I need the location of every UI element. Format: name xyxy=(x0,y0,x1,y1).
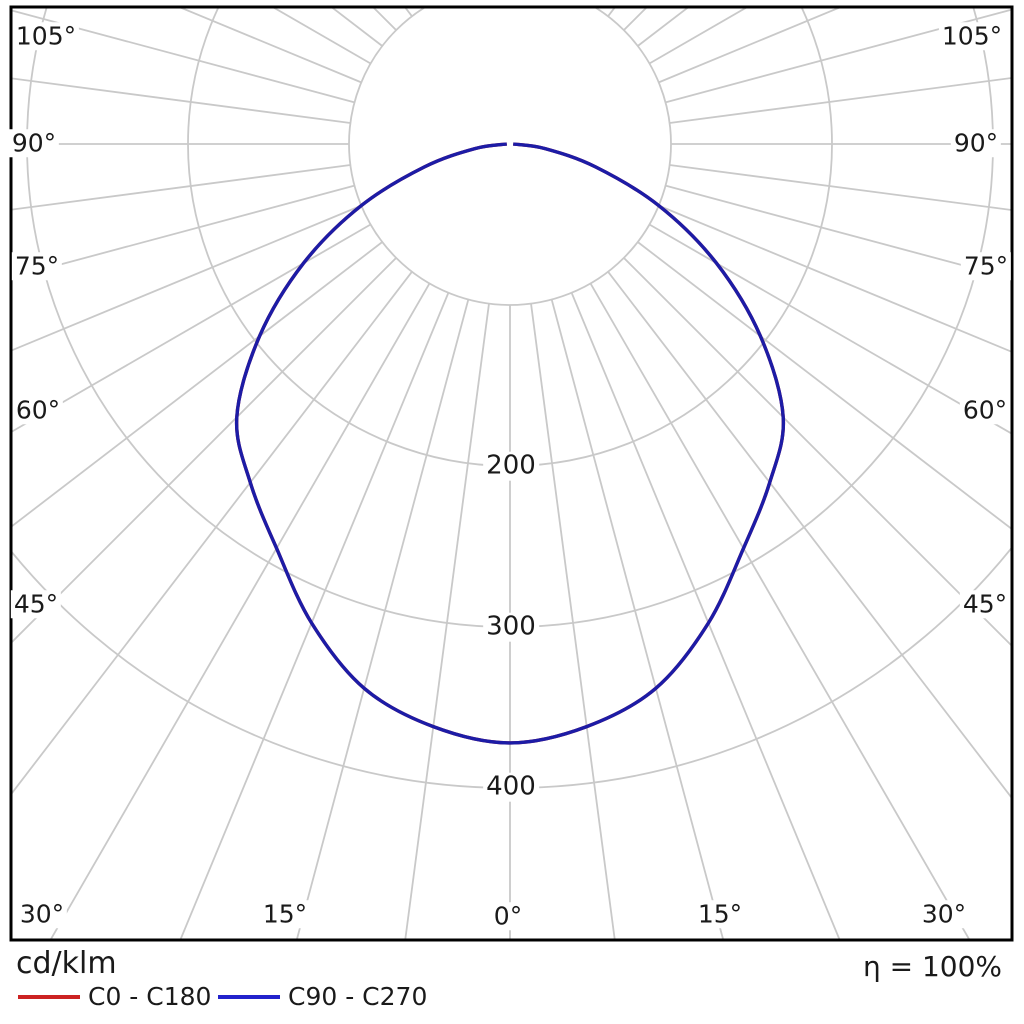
efficiency-label: η = 100% xyxy=(862,950,1002,983)
unit-label: cd/klm xyxy=(16,946,117,981)
legend-line-c0-icon xyxy=(18,995,80,999)
legend-label-c90: C90 - C270 xyxy=(288,982,428,1011)
curve-c90-c270 xyxy=(234,142,786,745)
legend-label-c0: C0 - C180 xyxy=(88,982,212,1011)
legend-line-c90-icon xyxy=(218,995,280,999)
